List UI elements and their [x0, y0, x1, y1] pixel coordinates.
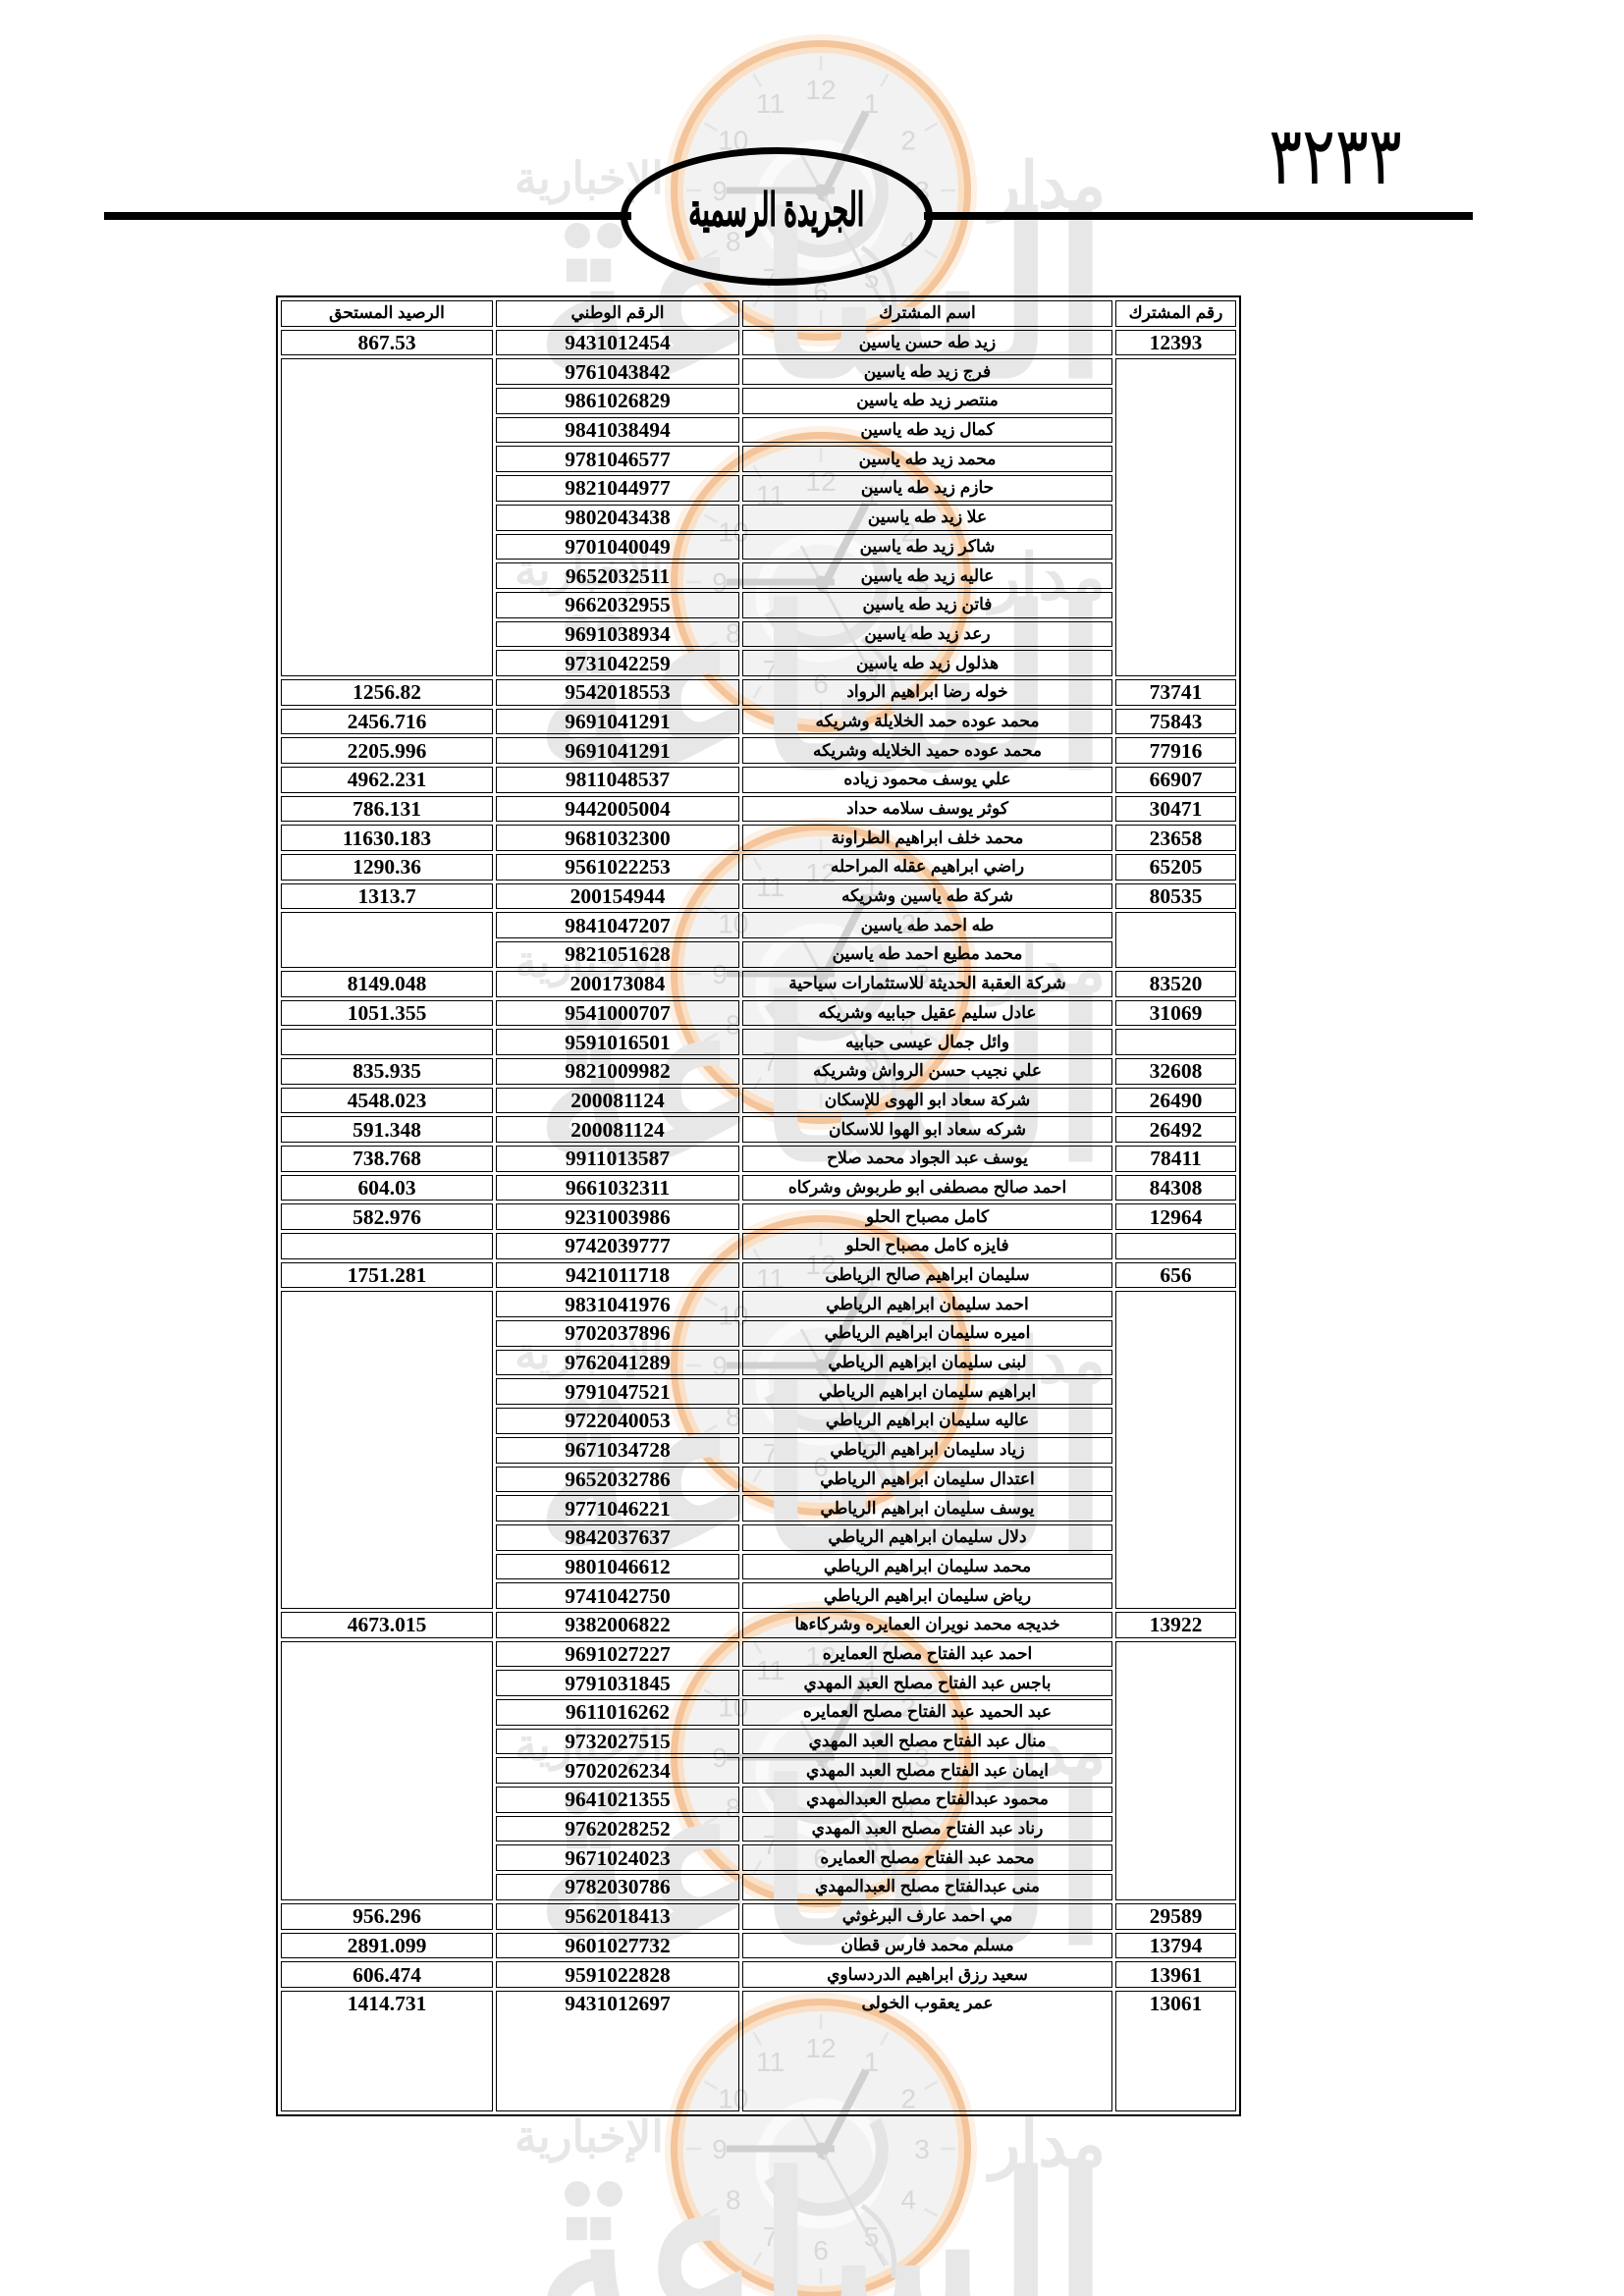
svg-text:٣٢٣٣: ٣٢٣٣: [1269, 112, 1401, 201]
